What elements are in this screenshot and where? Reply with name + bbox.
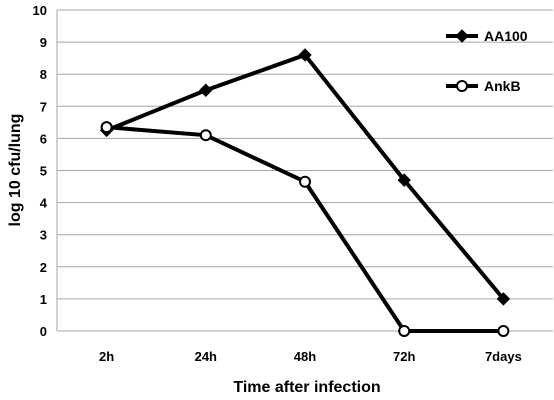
legend-label-aa100: AA100 [484, 28, 528, 44]
grid-lines [56, 9, 553, 332]
y-tick-label: 5 [40, 164, 47, 179]
data-point-ankb [299, 175, 311, 188]
x-tick-label: 24h [195, 349, 217, 364]
x-tick-label: 2h [99, 349, 114, 364]
legend: AA100 AnkB [446, 28, 528, 94]
x-axis-label: Time after infection [233, 379, 380, 396]
legend-marker-ankb [456, 80, 468, 92]
legend-marker-aa100 [455, 29, 469, 43]
y-tick-label: 1 [40, 292, 47, 307]
legend-label-ankb: AnkB [484, 78, 521, 94]
y-tick-label: 8 [40, 67, 47, 82]
y-tick-labels: 0 1 2 3 4 5 6 7 8 9 10 [33, 3, 48, 339]
y-tick-label: 3 [40, 228, 47, 243]
data-point-ankb [100, 121, 113, 134]
y-tick-label: 6 [40, 131, 47, 146]
x-tick-label: 72h [393, 349, 415, 364]
series-group [99, 48, 511, 337]
data-point-aa100 [397, 173, 411, 187]
x-tick-label: 7days [485, 349, 522, 364]
y-tick-label: 4 [40, 196, 48, 211]
data-point-aa100 [298, 48, 312, 62]
data-point-ankb [497, 325, 510, 337]
y-tick-label: 10 [33, 3, 47, 18]
y-axis-label: log 10 cfu/lung [7, 114, 24, 227]
y-tick-label: 9 [40, 35, 47, 50]
data-point-ankb [398, 325, 411, 337]
y-tick-label: 2 [40, 260, 47, 275]
x-tick-label: 48h [294, 349, 316, 364]
data-point-ankb [199, 129, 212, 142]
y-tick-label: 7 [40, 99, 47, 114]
x-tick-labels: 2h 24h 48h 72h 7days [99, 349, 522, 364]
data-point-aa100 [496, 292, 511, 306]
data-point-aa100 [199, 83, 213, 97]
y-tick-label: 0 [40, 324, 47, 339]
